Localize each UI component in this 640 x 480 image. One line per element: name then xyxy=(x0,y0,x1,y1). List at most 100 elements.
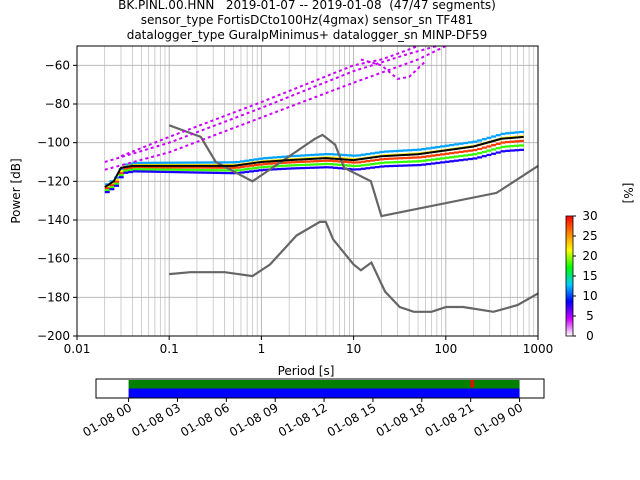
x-tick-label: 0.1 xyxy=(160,342,179,356)
psd-bin xyxy=(435,145,441,149)
psd-bin xyxy=(155,170,161,173)
psd-bin xyxy=(477,147,483,151)
psd-bin xyxy=(477,156,483,159)
psd-bin xyxy=(197,168,203,172)
psd-bin xyxy=(197,166,203,169)
psd-bin xyxy=(239,165,245,169)
psd-bin xyxy=(337,163,343,166)
psd-bin xyxy=(146,168,152,171)
psd-bin xyxy=(398,149,403,152)
psd-bin xyxy=(337,160,343,163)
psd-bin xyxy=(281,155,287,158)
psd-bin xyxy=(132,166,138,169)
coverage-used-bar xyxy=(128,388,520,398)
psd-bin xyxy=(188,168,194,172)
psd-bin xyxy=(509,144,515,148)
psd-bin xyxy=(379,161,385,165)
psd-bin xyxy=(267,162,273,165)
psd-bin xyxy=(491,148,497,151)
series-upper-mode-1 xyxy=(104,46,447,171)
psd-bin xyxy=(286,161,292,164)
psd-bin xyxy=(486,149,492,152)
psd-bin xyxy=(318,159,324,163)
psd-bin xyxy=(137,166,143,169)
psd-bin xyxy=(146,161,152,164)
psd-bin xyxy=(495,147,501,150)
y-tick-label: −200 xyxy=(37,329,70,343)
psd-bin xyxy=(207,171,213,174)
psd-bin xyxy=(514,149,520,152)
psd-bin xyxy=(458,142,464,145)
psd-bin xyxy=(467,141,473,144)
psd-bin xyxy=(514,131,520,134)
psd-bin xyxy=(430,146,436,149)
psd-bin xyxy=(114,182,120,185)
psd-bin xyxy=(295,164,301,167)
psd-bin xyxy=(472,157,478,160)
psd-bin xyxy=(453,143,459,146)
colorbar-tick-label: 25 xyxy=(582,229,597,243)
psd-bin xyxy=(458,154,464,158)
psd-bin xyxy=(384,161,390,164)
psd-bin xyxy=(244,168,250,171)
psd-bin xyxy=(281,167,287,170)
psd-bin xyxy=(453,151,459,154)
psd-bin xyxy=(272,156,278,159)
colorbar-tick-label: 15 xyxy=(582,269,597,283)
psd-bin xyxy=(263,157,268,160)
psd-bin xyxy=(169,161,175,164)
psd-bin xyxy=(197,161,203,164)
psd-bin xyxy=(509,149,515,152)
title-line-3: datalogger_type GuralpMinimus+ datalogge… xyxy=(126,28,488,42)
psd-bin xyxy=(481,150,487,154)
psd-bin xyxy=(253,166,259,170)
psd-bin xyxy=(393,149,399,153)
psd-bin xyxy=(114,178,120,181)
psd-bin xyxy=(346,157,352,160)
psd-bin xyxy=(398,160,403,164)
psd-bin xyxy=(491,144,497,147)
timeline-tick-label: 01-08 00 xyxy=(80,400,134,439)
psd-bin xyxy=(500,141,506,144)
psd-bin xyxy=(402,164,408,167)
psd-bin xyxy=(318,153,324,156)
psd-bin xyxy=(221,171,227,175)
psd-bin xyxy=(109,184,115,187)
psd-bin xyxy=(118,170,124,173)
coverage-data-bar xyxy=(128,380,520,389)
psd-bin xyxy=(179,168,185,171)
psd-bin xyxy=(216,169,222,172)
y-tick-label: −80 xyxy=(45,97,70,111)
psd-bin xyxy=(183,166,189,169)
psd-bin xyxy=(388,150,394,153)
psd-bin xyxy=(449,152,455,155)
psd-bin xyxy=(202,161,208,164)
psd-bin xyxy=(407,149,413,152)
psd-bin xyxy=(519,148,525,152)
psd-bin xyxy=(365,167,371,170)
psd-bin xyxy=(146,166,152,169)
psd-bin xyxy=(449,160,455,163)
psd-bin xyxy=(137,168,143,171)
psd-bin xyxy=(463,154,469,157)
psd-bin xyxy=(141,168,147,171)
psd-bin xyxy=(421,159,427,162)
psd-bin xyxy=(169,166,175,169)
psd-bin xyxy=(281,164,287,167)
psd-bin xyxy=(314,163,320,166)
psd-bin xyxy=(356,161,362,164)
psd-bin xyxy=(472,148,478,152)
psd-bin xyxy=(314,153,320,156)
psd-bin xyxy=(263,165,268,169)
psd-bin xyxy=(165,170,171,174)
psd-bin xyxy=(463,150,469,153)
psd-bin xyxy=(235,169,241,172)
psd-bin xyxy=(500,145,506,149)
psd-bin xyxy=(318,166,324,169)
psd-bin xyxy=(425,162,431,166)
psd-bin xyxy=(230,166,236,169)
psd-bin xyxy=(249,158,255,162)
psd-bin xyxy=(365,160,371,163)
